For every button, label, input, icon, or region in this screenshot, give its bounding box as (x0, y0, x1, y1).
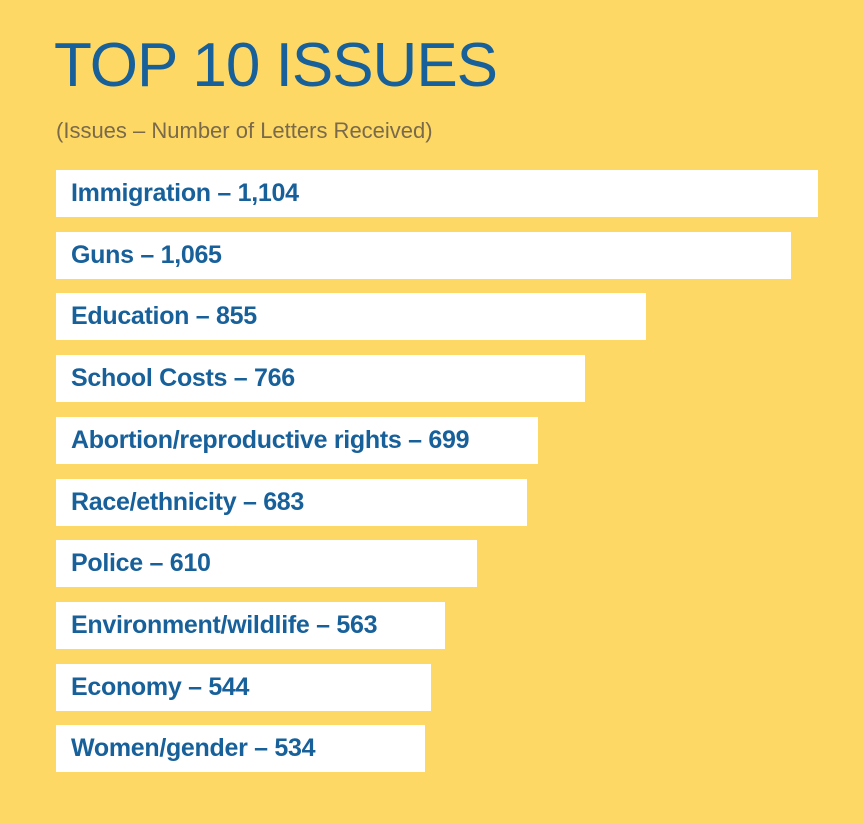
bar-data-label: Race/ethnicity – 683 (71, 487, 305, 516)
bar-data-label: Women/gender – 534 (71, 734, 316, 763)
bar-data-label: Police – 610 (71, 549, 211, 578)
chart-title: TOP 10 ISSUES (54, 31, 498, 100)
bar: Women/gender – 534 (56, 725, 425, 773)
bar-data-label: Environment/wildlife – 563 (71, 610, 378, 639)
bar-data-label: Education – 855 (71, 302, 257, 331)
bar: Race/ethnicity – 683 (56, 478, 528, 526)
bar-data-label: Economy – 544 (71, 672, 250, 701)
bar-data-label: Guns – 1,065 (71, 240, 222, 269)
bar: Education – 855 (56, 293, 647, 341)
chart-subtitle: (Issues – Number of Letters Received) (56, 118, 433, 143)
bar: Immigration – 1,104 (56, 170, 818, 217)
bar: Environment/wildlife – 563 (56, 601, 445, 649)
bar: Abortion/reproductive rights – 699 (56, 416, 539, 464)
bar-data-label: School Costs – 766 (71, 364, 295, 393)
bar: Guns – 1,065 (56, 231, 792, 279)
bar: School Costs – 766 (56, 355, 585, 403)
bar-data-label: Abortion/reproductive rights – 699 (71, 425, 470, 454)
bar: Police – 610 (56, 540, 478, 588)
bar: Economy – 544 (56, 663, 432, 711)
bar-data-label: Immigration – 1,104 (71, 179, 299, 207)
